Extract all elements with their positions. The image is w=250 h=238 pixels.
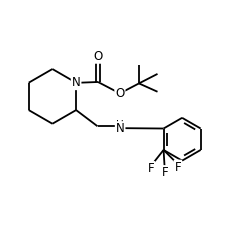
Text: F: F bbox=[174, 161, 181, 174]
Text: F: F bbox=[162, 166, 168, 179]
Text: N: N bbox=[116, 122, 124, 135]
Text: N: N bbox=[72, 76, 80, 89]
Text: H: H bbox=[116, 120, 124, 130]
Text: O: O bbox=[115, 87, 124, 100]
Text: F: F bbox=[148, 162, 154, 175]
Text: O: O bbox=[94, 50, 103, 63]
